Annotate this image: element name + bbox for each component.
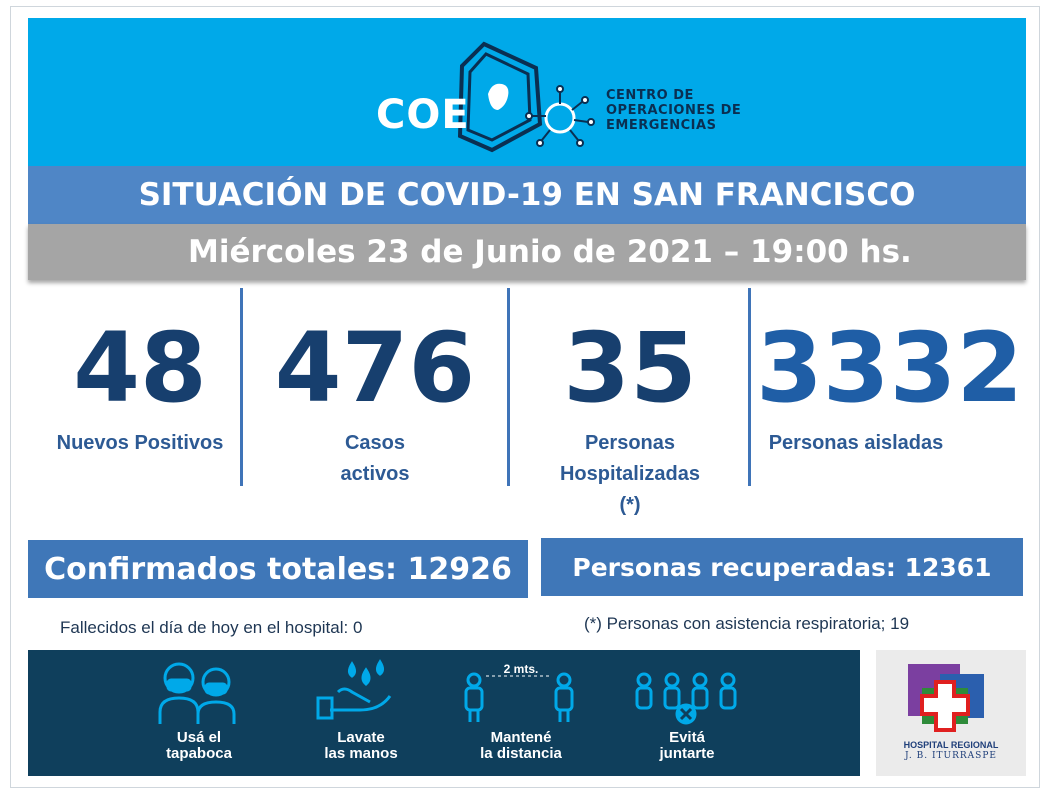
tip-evita-juntarte-label: Evitá juntarte <box>659 729 715 762</box>
fallecidos-note: Fallecidos el día de hoy en el hospital:… <box>60 618 363 637</box>
page-frame <box>10 6 1040 788</box>
stat-divider <box>748 288 751 486</box>
stat-casos-activos-value: 476 <box>274 312 476 424</box>
tip-lavate-manos: Lavate las manos <box>286 650 436 776</box>
tip-evita-juntarte: Evitá juntarte <box>612 650 762 776</box>
stat-divider <box>240 288 243 486</box>
tip-tapaboca-label: Usá el tapaboca <box>166 729 232 762</box>
confirmados-totales: Confirmados totales: 12926 <box>44 551 512 587</box>
hospital-name: HOSPITAL REGIONAL J. B. ITURRASPE <box>903 740 999 761</box>
tip-mantene-distancia: 2 mts. Mantené la distancia <box>446 650 596 776</box>
page-title: SITUACIÓN DE COVID-19 EN SAN FRANCISCO <box>138 177 916 213</box>
asistencia-note: (*) Personas con asistencia respiratoria… <box>584 614 910 633</box>
hand-wash-icon <box>316 659 392 720</box>
hospital-cross-icon <box>908 664 984 732</box>
stat-aisladas-value: 3332 <box>756 312 1024 424</box>
distance-icon <box>464 672 574 722</box>
crowd-icon <box>635 672 737 725</box>
stat-hospitalizadas-value: 35 <box>563 312 697 424</box>
mask-icon <box>158 662 236 724</box>
tip-mantene-distancia-label: Mantené la distancia <box>480 729 562 762</box>
prevention-banner: Usá el tapaboca Lavate las manos <box>28 650 860 776</box>
recuperadas-box: Personas recuperadas: 12361 <box>541 538 1023 596</box>
stat-aisladas-label: Personas aisladas <box>768 432 944 454</box>
stat-nuevos-positivos-value: 48 <box>73 312 207 424</box>
coe-logo-description: CENTRO DE OPERACIONES DE EMERGENCIAS <box>606 88 742 133</box>
hospital-logo: HOSPITAL REGIONAL J. B. ITURRASPE <box>876 650 1026 776</box>
coe-logo: COE CENTRO DE OPERACIONES DE EMERGENCIAS <box>364 36 784 156</box>
confirmados-totales-box: Confirmados totales: 12926 <box>28 540 528 598</box>
coe-logo-text: COE <box>376 92 470 138</box>
tip-tapaboca: Usá el tapaboca <box>124 650 274 776</box>
stat-casos-activos-label: Casos activos <box>340 432 410 485</box>
personas-recuperadas: Personas recuperadas: 12361 <box>572 552 992 582</box>
title-bar: SITUACIÓN DE COVID-19 EN SAN FRANCISCO <box>28 166 1026 224</box>
stat-nuevos-positivos-label: Nuevos Positivos <box>56 432 224 454</box>
distance-text: 2 mts. <box>503 662 539 676</box>
stat-hospitalizadas-label: Personas Hospitalizadas (*) <box>559 432 701 516</box>
report-date: Miércoles 23 de Junio de 2021 – 19:00 hs… <box>188 234 912 270</box>
date-bar: Miércoles 23 de Junio de 2021 – 19:00 hs… <box>28 224 1026 280</box>
header-banner: COE CENTRO DE OPERACIONES DE EMERGENCIAS <box>28 18 1026 168</box>
stat-divider <box>507 288 510 486</box>
tip-lavate-manos-label: Lavate las manos <box>324 729 398 762</box>
coe-emblem-icon <box>457 41 595 153</box>
